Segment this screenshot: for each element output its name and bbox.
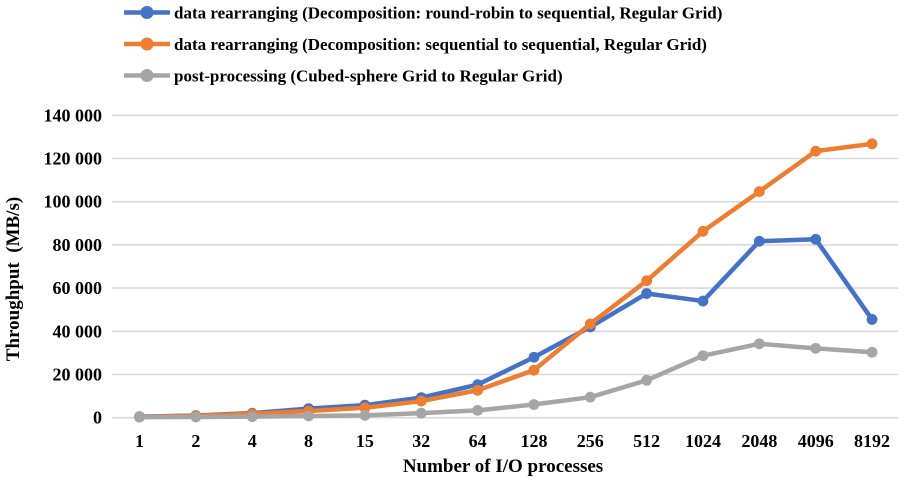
y-tick-label: 20 000 [53, 365, 103, 385]
gridlines [112, 114, 898, 419]
data-point-marker [753, 186, 765, 197]
x-tick-label: 256 [577, 431, 604, 451]
x-tick-label: 15 [356, 431, 374, 451]
data-point-marker [415, 407, 427, 419]
legend-circle-marker [140, 69, 154, 82]
data-point-marker [697, 295, 709, 307]
series-line [137, 141, 875, 420]
data-point-marker [528, 399, 540, 410]
y-tick-label: 0 [93, 408, 102, 428]
series-1 [134, 233, 878, 423]
data-point-marker [753, 235, 765, 247]
series-line [137, 341, 875, 420]
x-tick-label: 128 [520, 431, 547, 451]
data-point-marker [190, 411, 202, 423]
data-point-marker [359, 402, 371, 414]
data-point-marker [866, 314, 878, 325]
chart-legend: data rearranging (Decomposition: round-r… [124, 4, 722, 86]
y-tick-label: 60 000 [53, 278, 103, 298]
x-tick-label: 8192 [854, 431, 890, 451]
data-point-marker [753, 338, 765, 350]
x-axis-tick-labels: 1 2 4 8 15 32 64 128 256 512 1024 2048 4096 8192 [135, 431, 890, 451]
data-point-marker [584, 391, 596, 403]
data-point-marker [134, 411, 145, 423]
x-tick-label: 2048 [741, 431, 777, 451]
legend-circle-marker [140, 37, 154, 51]
series-line [137, 237, 875, 419]
x-tick-label: 4096 [798, 431, 834, 451]
data-point-marker [810, 233, 822, 245]
legend-label: data rearranging (Decomposition: round-r… [174, 4, 722, 23]
x-tick-label: 2 [191, 431, 200, 451]
y-tick-label: 140 000 [44, 105, 103, 125]
data-point-marker [528, 351, 540, 363]
data-point-marker [528, 364, 540, 376]
legend-label: data rearranging (Decomposition: sequent… [174, 35, 707, 54]
x-tick-label: 8 [304, 431, 313, 451]
y-axis-tick-labels: 0 20 000 40 000 60 000 80 000 100 000 120 000 1… [44, 105, 103, 427]
data-point-marker [697, 225, 709, 237]
y-tick-label: 80 000 [53, 235, 103, 255]
x-tick-label: 32 [412, 431, 430, 451]
legend-item: data rearranging (Decomposition: sequent… [124, 35, 707, 54]
data-point-marker [697, 350, 709, 362]
data-point-marker [359, 409, 371, 421]
legend-label: post-processing (Cubed-sphere Grid to Re… [174, 67, 563, 86]
legend-item: post-processing (Cubed-sphere Grid to Re… [124, 67, 563, 86]
data-point-marker [246, 411, 258, 423]
data-point-marker [584, 318, 596, 330]
x-tick-label: 1 [135, 431, 144, 451]
data-point-marker [472, 384, 483, 396]
y-tick-label: 120 000 [44, 149, 103, 169]
data-point-marker [641, 288, 653, 299]
legend-circle-marker [140, 6, 154, 19]
x-tick-label: 512 [633, 431, 660, 451]
x-tick-label: 64 [469, 431, 487, 451]
data-point-marker [303, 410, 314, 422]
data-point-marker [810, 145, 822, 157]
data-point-marker [472, 404, 483, 416]
y-axis-title: Throughput (MB/s) [3, 197, 24, 361]
legend-item: data rearranging (Decomposition: round-r… [124, 4, 722, 23]
data-point-marker [866, 346, 878, 358]
x-axis-title: Number of I/O processes [403, 456, 603, 477]
data-point-marker [641, 374, 653, 386]
data-series [134, 138, 878, 423]
series-3 [134, 338, 878, 423]
y-tick-label: 100 000 [44, 192, 103, 212]
data-point-marker [641, 275, 653, 287]
y-tick-label: 40 000 [53, 321, 103, 341]
data-point-marker [866, 138, 878, 150]
data-point-marker [810, 342, 822, 354]
x-tick-label: 4 [248, 431, 257, 451]
series-2 [134, 138, 878, 423]
data-point-marker [415, 395, 427, 407]
x-tick-label: 1024 [685, 431, 721, 451]
